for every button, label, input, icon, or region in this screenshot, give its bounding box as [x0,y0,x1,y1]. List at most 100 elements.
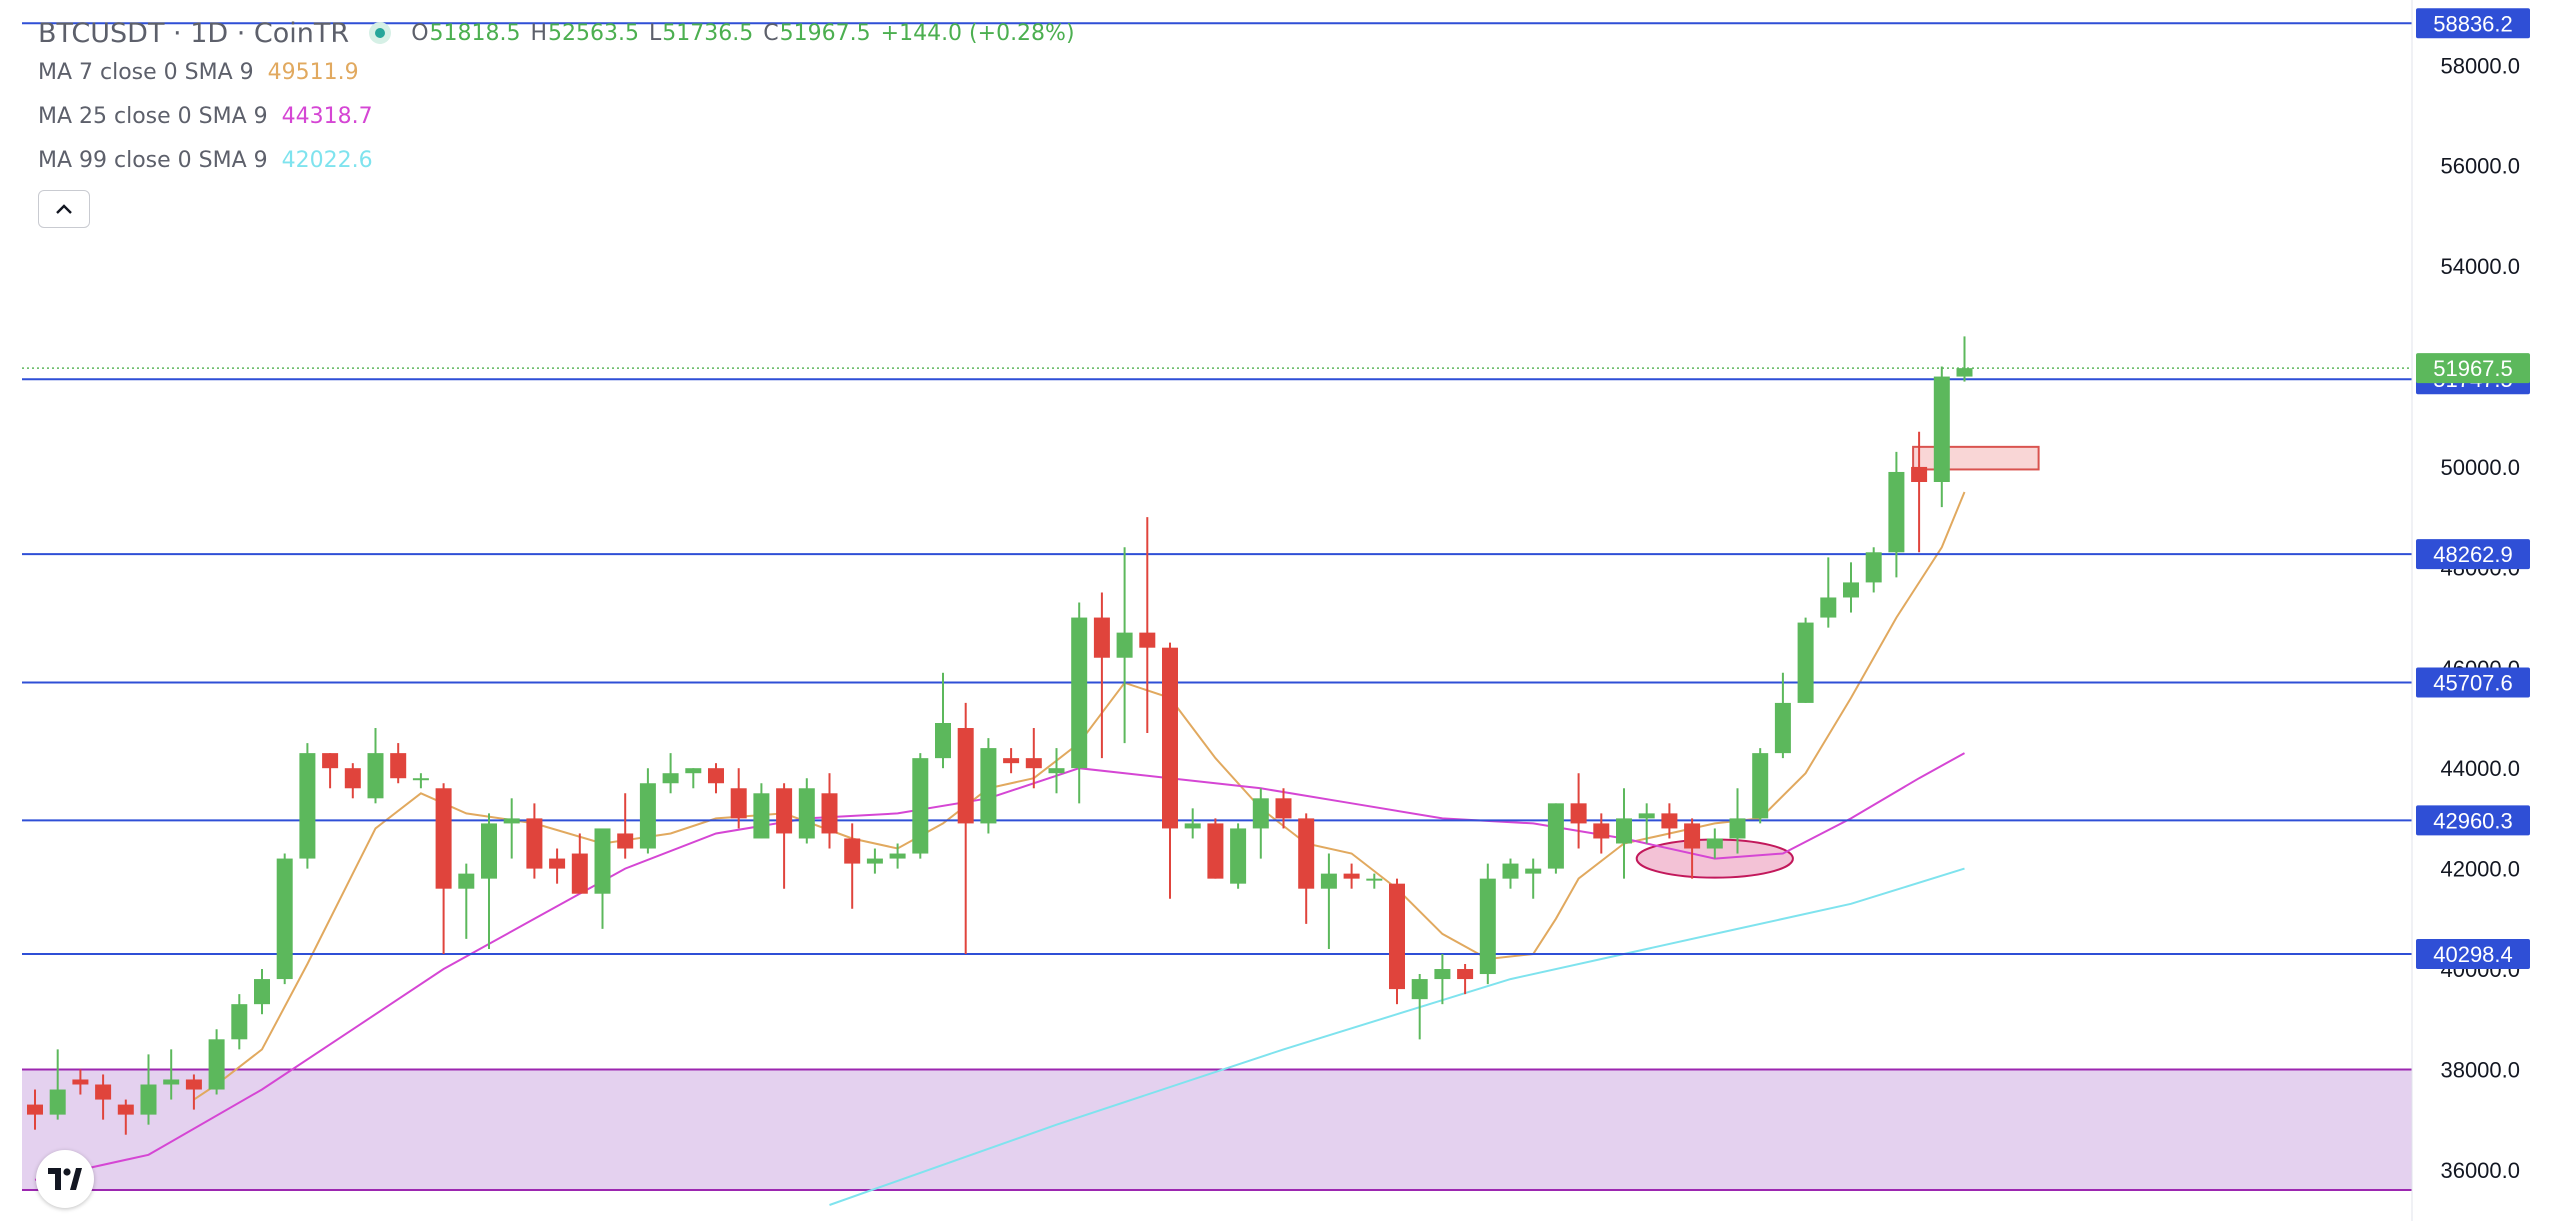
candle-body [1411,979,1428,1000]
horizontal-line-price-tag [2416,667,2530,698]
candle [412,773,429,789]
candle [1684,818,1701,879]
candle-body [117,1104,134,1115]
candle [753,783,770,839]
candle-body [1888,471,1905,553]
candle [503,798,520,859]
candle-body [1752,753,1769,819]
candle-body [435,788,452,889]
horizontal-line-price-tag [2416,939,2530,970]
candle-body [866,858,883,864]
candle [1230,823,1247,889]
candle-body [208,1039,225,1090]
candle [458,863,475,939]
candle-body [1911,466,1928,482]
price-tick-label: 38000.0 [2440,1057,2520,1082]
horizontal-line-price-text: 42960.3 [2433,808,2513,833]
candle-body [458,873,475,889]
candle-body [49,1089,66,1115]
candle [685,768,702,789]
indicator-ma25[interactable]: MA 25 close 0 SMA 9 44318.7 [38,94,1075,138]
zones-layer [22,445,2412,1191]
candle-body [685,768,702,774]
candle [254,969,270,1015]
candle-body [412,778,429,781]
candle [1547,803,1564,874]
candle-body [1434,969,1451,980]
price-axis[interactable]: 36000.038000.040000.042000.044000.046000… [2411,0,2560,1221]
candle [1184,808,1201,839]
candle-body [1661,813,1678,829]
candle [957,702,974,954]
candle-body [1207,823,1224,879]
candle-body [821,793,838,834]
candle [1162,642,1178,899]
tradingview-logo-icon[interactable] [36,1150,94,1208]
candle-body [1547,803,1564,869]
symbol-header: BTCUSDT · 1D · CoinTR O51818.5 H52563.5 … [38,16,1075,50]
candle-body [1162,647,1178,829]
indicator-label: MA 99 close 0 SMA 9 [38,147,268,173]
candle-body [185,1079,202,1090]
indicator-ma7[interactable]: MA 7 close 0 SMA 9 49511.9 [38,50,1075,94]
price-tick-label: 56000.0 [2440,154,2520,179]
horizontal-line-price-text: 40298.4 [2433,942,2513,967]
candle [299,743,316,869]
candle [1252,788,1269,859]
candle-body [1684,823,1701,849]
horizontal-line-price-text: 45707.6 [2433,670,2513,695]
candle [72,1069,89,1095]
price-tick-label: 54000.0 [2440,254,2520,279]
open-value: 51818.5 [429,20,521,46]
market-status-icon[interactable] [369,22,392,44]
candle-body [1366,878,1383,881]
candle [1048,748,1065,794]
candle-body [1252,798,1269,829]
symbol-title[interactable]: BTCUSDT · 1D · CoinTR [38,17,350,49]
candle [1434,953,1451,1005]
chevron-up-icon [56,204,72,214]
candle-body [254,979,270,1005]
candle [1479,863,1496,985]
indicator-ma99[interactable]: MA 99 close 0 SMA 9 42022.6 [38,138,1075,182]
candle [549,848,566,884]
price-tick-label: 50000.0 [2440,455,2520,480]
collapse-legend-button[interactable] [38,190,90,228]
candle-body [1570,803,1587,824]
candle-body [1457,969,1474,980]
candle [27,1089,43,1130]
candle-body [912,758,929,854]
candle [1525,858,1542,899]
candle [526,803,543,879]
horizontal-line-price-tag [2416,539,2530,570]
candle-body [367,753,384,799]
price-tick-label: 44000.0 [2440,756,2520,781]
price-tick-label: 42000.0 [2440,857,2520,882]
open-label: O [411,20,429,46]
tradingview-logo-glyph [48,1168,82,1190]
candle [1320,853,1337,949]
candle [1911,431,1928,553]
candle-body [1638,813,1655,819]
low-label: L [649,20,662,46]
candle [1389,878,1405,1005]
candle [322,753,339,789]
ma-line-ma99 [829,867,1965,1206]
close-value: 51967.5 [779,20,871,46]
candle-body [1343,873,1360,879]
candle-body [27,1104,43,1115]
last-price-tag [2416,353,2530,384]
candle [1956,336,1973,382]
candle-body [299,753,316,859]
candle [140,1054,157,1125]
candles-layer [27,336,1973,1135]
horizontal-lines-layer[interactable] [22,22,2412,956]
candle [1661,803,1678,839]
candle-body [1003,758,1020,764]
candle [1616,788,1632,879]
candle-body [1729,818,1746,839]
candle [798,778,815,844]
horizontal-line-price-text: 48262.9 [2433,542,2513,567]
candle [1638,803,1655,844]
